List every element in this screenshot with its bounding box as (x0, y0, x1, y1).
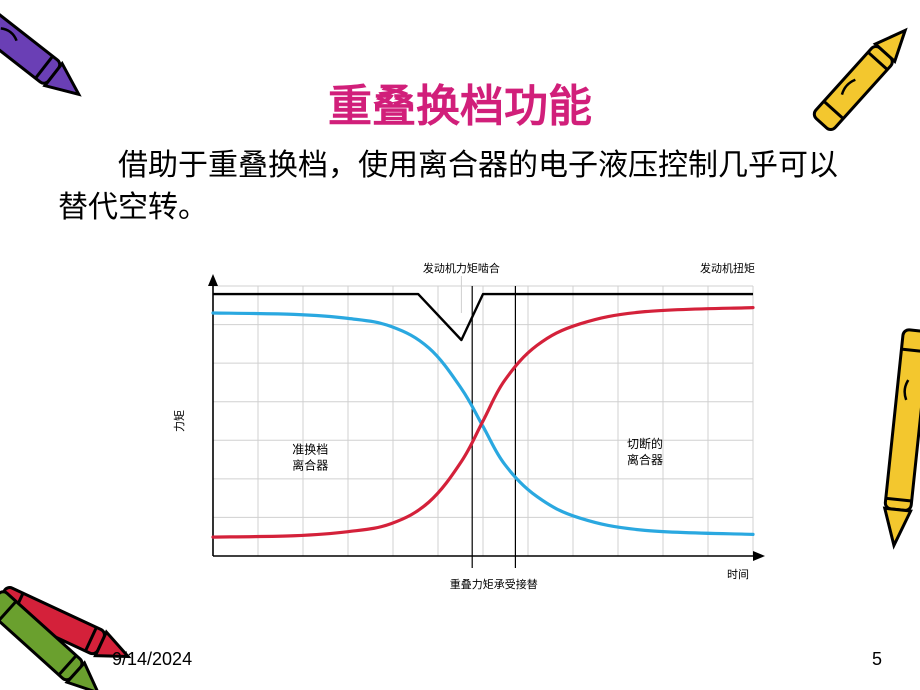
torque-chart: 力矩时间发动机力矩啮合发动机扭矩准换档离合器切断的离合器重叠力矩承受接替 (165, 248, 785, 613)
svg-text:时间: 时间 (727, 568, 749, 581)
slide: 重叠换档功能 借助于重叠换档，使用离合器的电子液压控制几乎可以替代空转。 力矩时… (0, 0, 920, 690)
svg-text:切断的: 切断的 (627, 436, 663, 451)
svg-text:重叠力矩承受接替: 重叠力矩承受接替 (450, 577, 538, 591)
svg-text:离合器: 离合器 (627, 452, 663, 467)
svg-text:准换档: 准换档 (292, 442, 328, 456)
svg-text:离合器: 离合器 (292, 457, 328, 472)
svg-text:发动机力矩啮合: 发动机力矩啮合 (423, 261, 500, 275)
footer-date: 9/14/2024 (112, 649, 192, 670)
footer-page-number: 5 (872, 649, 882, 670)
svg-text:力矩: 力矩 (173, 410, 186, 432)
slide-body: 借助于重叠换档，使用离合器的电子液压控制几乎可以替代空转。 (58, 145, 858, 229)
crayon-bottom-left (0, 560, 180, 690)
crayon-right-mid (860, 310, 920, 570)
svg-text:发动机扭矩: 发动机扭矩 (700, 261, 755, 275)
slide-title: 重叠换档功能 (0, 70, 920, 134)
